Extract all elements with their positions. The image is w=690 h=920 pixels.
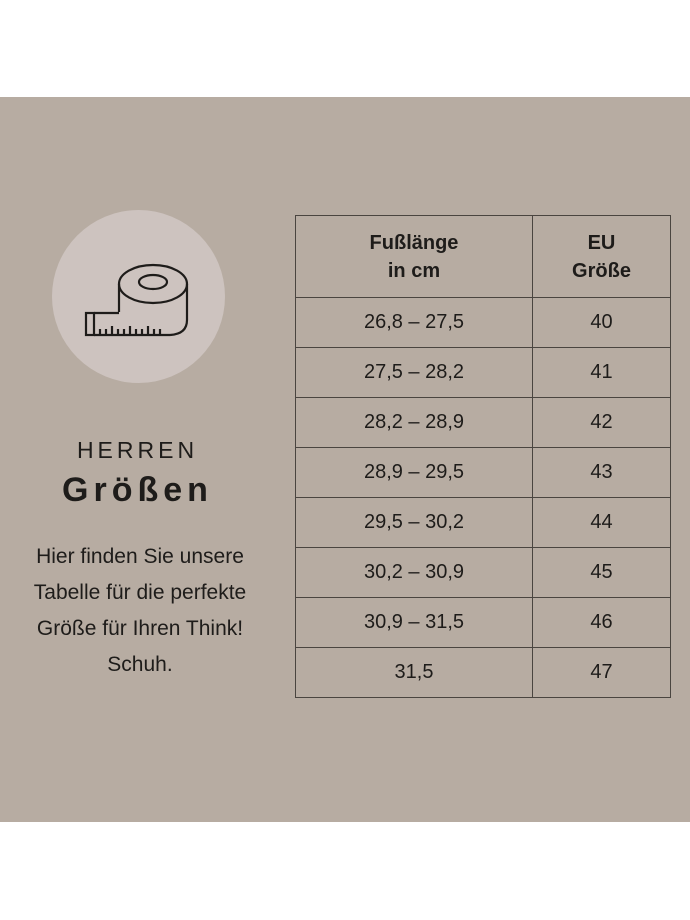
- eu-size: 43: [532, 447, 671, 498]
- table-row: 29,5 – 30,2 44: [295, 497, 671, 548]
- measuring-tape-icon: [84, 263, 189, 337]
- table-row: 30,2 – 30,9 45: [295, 547, 671, 598]
- header-eu-size: EU Größe: [532, 215, 671, 298]
- icon-circle: [52, 210, 225, 383]
- eu-size: 42: [532, 397, 671, 448]
- foot-length: 27,5 – 28,2: [295, 347, 533, 398]
- table-row: 31,5 47: [295, 647, 671, 698]
- eu-size: 44: [532, 497, 671, 548]
- foot-length: 29,5 – 30,2: [295, 497, 533, 548]
- table-header-row: Fußlänge in cm EU Größe: [295, 215, 671, 298]
- description: Hier finden Sie unsere Tabelle für die p…: [33, 545, 247, 676]
- eu-size: 45: [532, 547, 671, 598]
- foot-length: 28,9 – 29,5: [295, 447, 533, 498]
- foot-length: 31,5: [295, 647, 533, 698]
- foot-length: 30,2 – 30,9: [295, 547, 533, 598]
- eu-size: 47: [532, 647, 671, 698]
- foot-length: 26,8 – 27,5: [295, 297, 533, 348]
- table-row: 26,8 – 27,5 40: [295, 297, 671, 348]
- size-table: Fußlänge in cm EU Größe 26,8 – 27,5 40 27…: [295, 215, 671, 698]
- eu-size: 40: [532, 297, 671, 348]
- kicker: HERREN: [76, 437, 199, 463]
- foot-length: 30,9 – 31,5: [295, 597, 533, 648]
- table-row: 27,5 – 28,2 41: [295, 347, 671, 398]
- header-foot-length: Fußlänge in cm: [295, 215, 533, 298]
- size-chart-panel: HERREN Größen Hier finden Sie unsere Tab…: [0, 97, 690, 822]
- table-row: 28,2 – 28,9 42: [295, 397, 671, 448]
- table-row: 30,9 – 31,5 46: [295, 597, 671, 648]
- table-row: 28,9 – 29,5 43: [295, 447, 671, 498]
- eu-size: 46: [532, 597, 671, 648]
- page-title: Größen: [62, 471, 213, 509]
- eu-size: 41: [532, 347, 671, 398]
- foot-length: 28,2 – 28,9: [295, 397, 533, 448]
